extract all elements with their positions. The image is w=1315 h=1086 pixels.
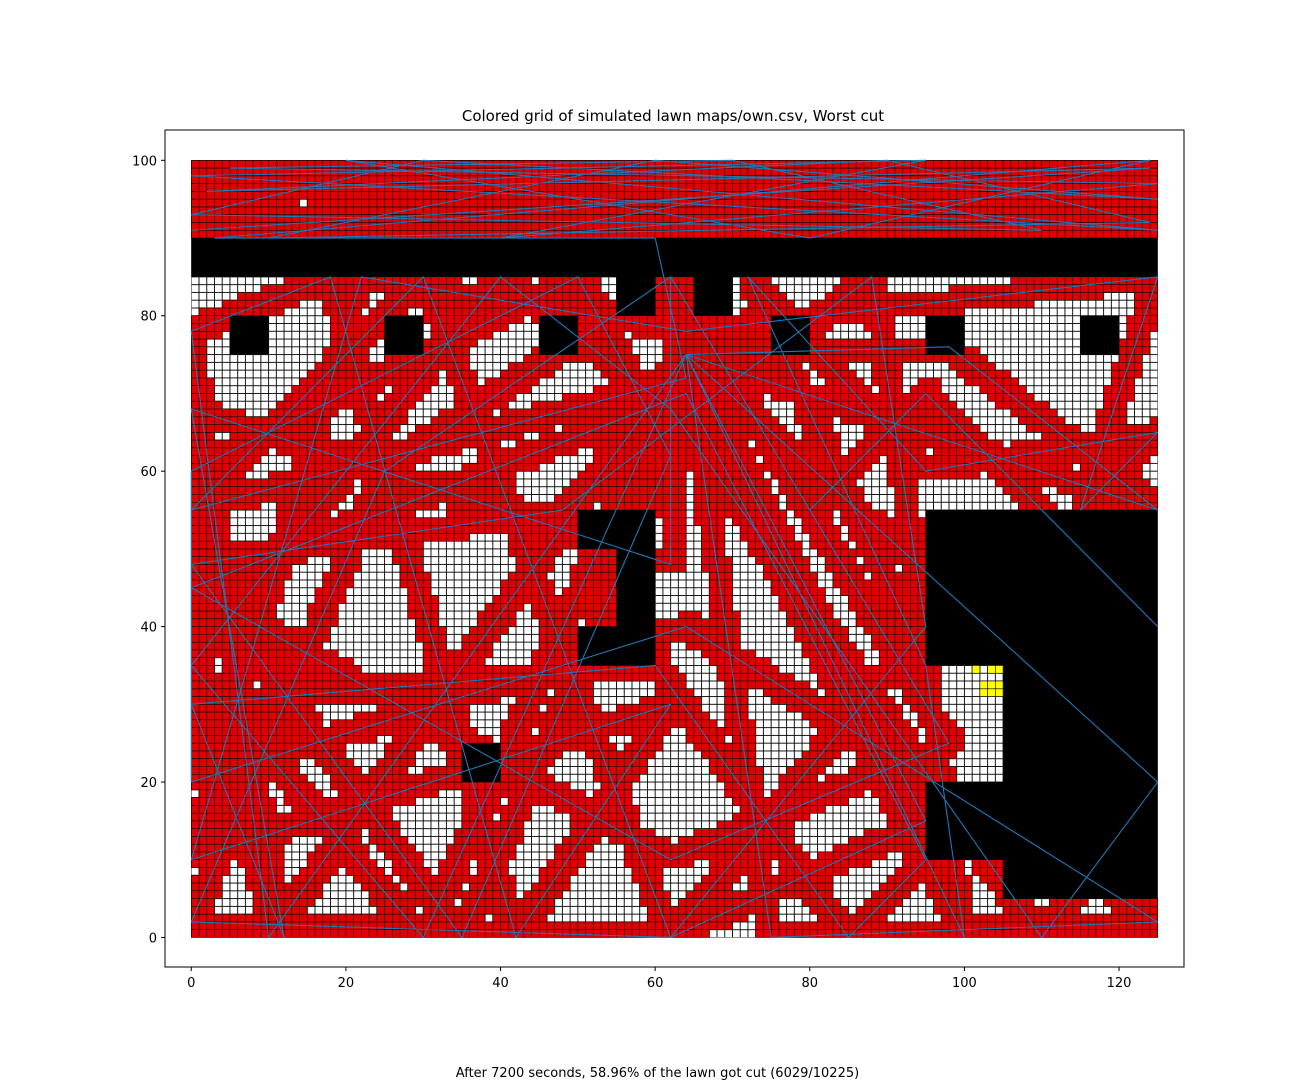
obstacle-15 <box>1003 665 1158 899</box>
axes-frame <box>164 129 1185 968</box>
x-tick-label: 80 <box>802 976 819 991</box>
y-tick-label: 0 <box>149 931 157 946</box>
y-tick-label: 20 <box>140 776 157 791</box>
obstacle-8 <box>925 315 965 355</box>
y-tick-label: 80 <box>140 310 157 325</box>
obstacle-4 <box>229 315 269 355</box>
obstacle-12 <box>577 626 656 666</box>
obstacle-layer <box>191 238 1158 899</box>
highlight-cell-7 <box>987 680 996 690</box>
mower-path <box>190 159 1159 939</box>
highlight-cell-0 <box>971 665 981 674</box>
x-tick-label: 100 <box>952 976 977 991</box>
obstacle-3 <box>693 276 733 316</box>
x-axis: 0 20 40 60 80 100 120 <box>187 967 1131 991</box>
highlight-cell-2 <box>995 665 1004 674</box>
obstacle-0 <box>191 238 1158 277</box>
x-tick-label: 40 <box>492 976 509 991</box>
cut-cells <box>190 160 1159 938</box>
obstacle-11 <box>616 548 656 627</box>
x-tick-label: 60 <box>647 976 664 991</box>
obstacle-16 <box>925 782 1004 860</box>
obstacle-5 <box>384 315 424 355</box>
highlight-cell-4 <box>987 688 996 697</box>
highlight-cell-3 <box>979 688 988 697</box>
x-tick-label: 20 <box>338 976 355 991</box>
y-tick-label: 40 <box>140 621 157 636</box>
highlight-cell-6 <box>979 680 988 690</box>
y-tick-label: 60 <box>140 465 157 480</box>
obstacle-9 <box>1080 315 1120 355</box>
mower-path-layer <box>190 159 1159 939</box>
obstacle-13 <box>461 743 501 783</box>
highlight-cell-1 <box>987 665 996 674</box>
y-tick-label: 100 <box>132 154 157 169</box>
y-axis: 0 20 40 60 80 100 <box>132 154 165 946</box>
highlight-cell-5 <box>995 688 1004 697</box>
chart-caption: After 7200 seconds, 58.96% of the lawn g… <box>455 1066 860 1081</box>
x-tick-label: 0 <box>187 976 195 991</box>
highlight-layer <box>971 665 1004 697</box>
chart-title: Colored grid of simulated lawn maps/own.… <box>461 107 885 125</box>
highlight-cell-8 <box>995 680 1004 690</box>
obstacle-14 <box>925 510 1158 666</box>
x-tick-label: 120 <box>1107 976 1132 991</box>
obstacle-10 <box>577 510 656 549</box>
